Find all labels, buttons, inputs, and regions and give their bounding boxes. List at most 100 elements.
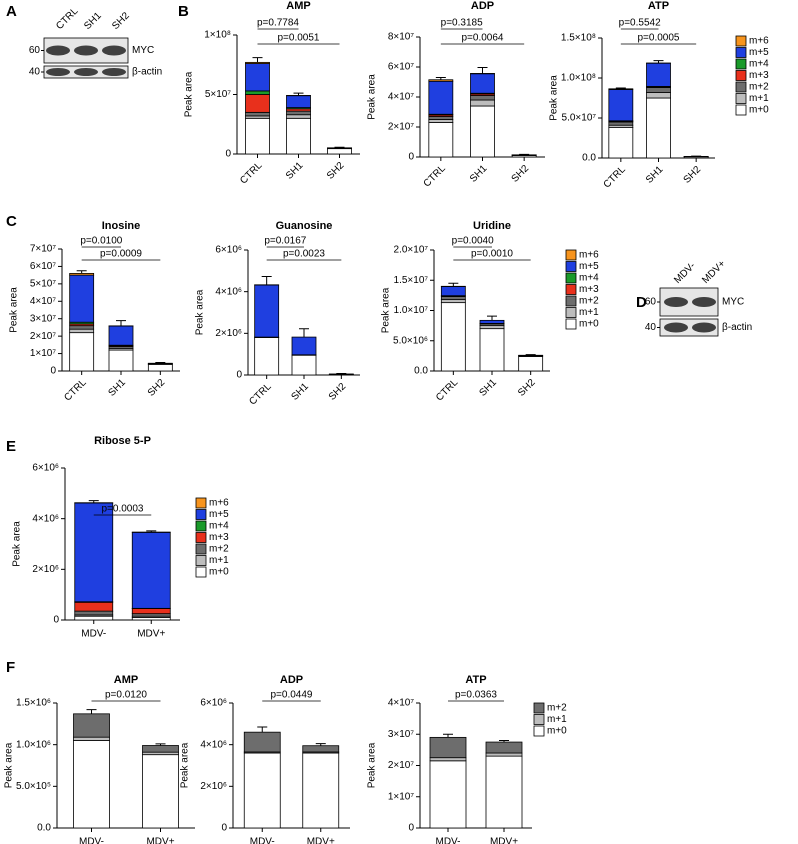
- bar-segment: [608, 121, 634, 126]
- y-axis-label: Peak area: [367, 74, 378, 120]
- bar-segment: [254, 284, 280, 338]
- legend-swatch: [195, 520, 207, 532]
- legend-label: m+6: [209, 498, 229, 509]
- y-tick-label: 0.0: [37, 823, 51, 834]
- legend-swatch: [565, 249, 577, 261]
- legend-label: m+2: [749, 82, 769, 93]
- chart-title: AMP: [286, 0, 310, 12]
- x-tick-label: SH1: [468, 163, 490, 185]
- bar-segment: [646, 97, 671, 159]
- y-tick-label: 3×10⁷: [30, 313, 57, 324]
- bar-segment: [245, 61, 270, 64]
- legend-label: m+0: [547, 726, 567, 737]
- y-tick-label: 0: [221, 823, 227, 834]
- y-tick-label: 6×10⁶: [215, 245, 242, 256]
- legend-swatch: [533, 725, 545, 737]
- error-bar: [487, 315, 497, 321]
- error-bar: [653, 60, 664, 64]
- y-tick-label: 0: [53, 615, 59, 626]
- legend-label: m+5: [579, 261, 599, 272]
- bar-segment: [245, 90, 270, 95]
- x-tick-label: SH2: [327, 381, 349, 403]
- p-value: p=0.0051: [278, 33, 320, 44]
- chart-title: Inosine: [102, 220, 141, 232]
- p-value: p=0.0003: [102, 504, 144, 515]
- bar-segment: [302, 752, 340, 829]
- protein-label: MYC: [132, 45, 154, 56]
- blot-band: [102, 45, 126, 56]
- bar-segment: [142, 754, 179, 829]
- y-tick-label: 4×10⁷: [388, 698, 415, 709]
- bar-segment: [428, 122, 454, 158]
- bar-segment: [74, 615, 114, 621]
- legend-label: m+4: [749, 59, 769, 70]
- bar-segment: [518, 356, 544, 372]
- y-tick-label: 4×10⁶: [200, 739, 227, 750]
- bar-segment: [470, 105, 495, 158]
- chart-title: ADP: [471, 0, 494, 12]
- legend-label: m+3: [579, 284, 599, 295]
- legend-label: m+6: [749, 36, 769, 47]
- bar-segment: [286, 110, 311, 116]
- legend-label: m+2: [547, 703, 567, 714]
- legend-label: m+4: [209, 521, 229, 532]
- y-tick-label: 5.0×10⁶: [393, 335, 428, 346]
- bar-segment: [254, 337, 280, 376]
- legend-swatch: [195, 509, 207, 520]
- legend-label: m+5: [749, 47, 769, 58]
- y-axis-label: Peak area: [12, 521, 23, 567]
- legend-swatch: [533, 702, 545, 714]
- y-tick-label: 1.5×10⁸: [561, 33, 596, 44]
- blot-band: [46, 45, 70, 56]
- lane-label: MDV-: [672, 261, 697, 286]
- bar-segment: [245, 63, 270, 92]
- x-tick-label: SH1: [106, 377, 128, 399]
- bar-segment: [73, 713, 110, 738]
- y-tick-label: 5.0×10⁷: [562, 113, 597, 124]
- bar-segment: [440, 296, 466, 301]
- bar-segment: [428, 116, 454, 120]
- y-axis-label: Peak area: [381, 287, 392, 333]
- bar-segment: [73, 736, 110, 741]
- bar-segment: [428, 79, 454, 82]
- lane-label: SH1: [82, 10, 104, 32]
- p-value: p=0.0100: [80, 236, 122, 247]
- bar-segment: [302, 745, 340, 753]
- y-tick-label: 1.5×10⁷: [394, 275, 429, 286]
- panel-label: D: [636, 294, 647, 311]
- y-tick-label: 7×10⁷: [30, 244, 57, 255]
- y-tick-label: 0: [50, 366, 56, 377]
- p-value: p=0.3185: [441, 18, 483, 29]
- x-tick-label: CTRL: [434, 377, 461, 404]
- bar-segment: [245, 111, 270, 117]
- p-value: p=0.0009: [100, 249, 142, 260]
- error-bar: [315, 743, 326, 746]
- bar-segment: [69, 328, 95, 334]
- x-tick-label: MDV+: [137, 629, 165, 640]
- error-bar: [86, 709, 97, 714]
- x-tick-label: CTRL: [602, 164, 629, 191]
- bar-segment: [286, 114, 311, 119]
- bar-segment: [74, 502, 114, 603]
- protein-label: β-actin: [722, 322, 752, 333]
- bar-segment: [428, 80, 454, 115]
- bar-segment: [291, 354, 317, 376]
- bar-segment: [69, 332, 95, 372]
- y-tick-label: 6×10⁶: [200, 698, 227, 709]
- y-tick-label: 2×10⁶: [215, 328, 242, 339]
- legend-label: m+6: [579, 250, 599, 261]
- error-bar: [499, 740, 509, 743]
- y-tick-label: 0: [408, 152, 414, 163]
- legend-swatch: [565, 307, 577, 318]
- bar-segment: [608, 127, 634, 159]
- legend-label: m+3: [749, 70, 769, 81]
- bar-segment: [131, 608, 171, 615]
- chart-title: Guanosine: [276, 220, 333, 232]
- bar-segment: [485, 752, 523, 757]
- bar-segment: [147, 362, 173, 365]
- bar-segment: [286, 95, 311, 108]
- legend-swatch: [195, 566, 207, 578]
- y-tick-label: 5×10⁷: [205, 89, 232, 100]
- bar-segment: [142, 745, 179, 753]
